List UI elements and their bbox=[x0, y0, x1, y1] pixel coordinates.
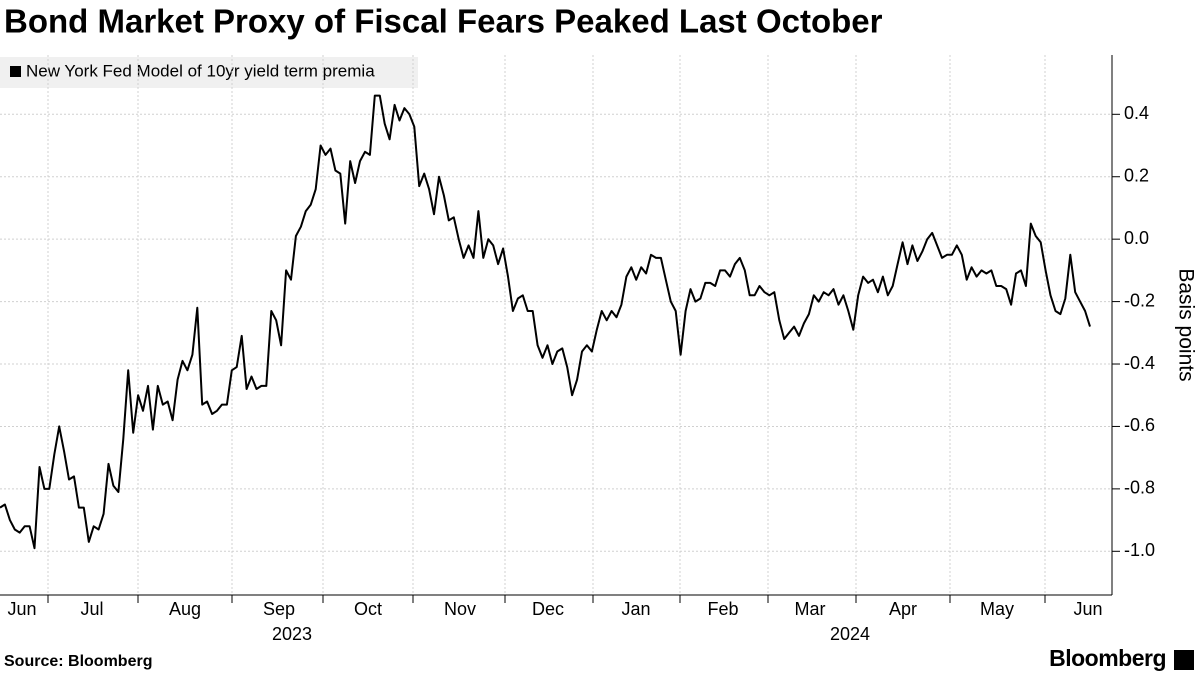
chart-title: Bond Market Proxy of Fiscal Fears Peaked… bbox=[4, 3, 883, 40]
y-tick-label: -1.0 bbox=[1124, 540, 1155, 560]
y-tick-label: 0.2 bbox=[1124, 165, 1149, 185]
line-series bbox=[0, 94, 1091, 550]
y-axis-title: Basis points bbox=[1174, 268, 1197, 381]
legend-label: New York Fed Model of 10yr yield term pr… bbox=[26, 61, 375, 80]
x-group-label: 2023 bbox=[272, 624, 312, 644]
y-tick-label: 0.4 bbox=[1124, 103, 1149, 123]
x-tick-label: Dec bbox=[532, 599, 564, 619]
y-tick-label: 0.0 bbox=[1124, 228, 1149, 248]
x-tick-label: Oct bbox=[354, 599, 382, 619]
x-tick-label: Jul bbox=[80, 599, 103, 619]
x-tick-label: May bbox=[980, 599, 1014, 619]
x-tick-label: Jun bbox=[7, 599, 36, 619]
x-tick-label: Feb bbox=[707, 599, 738, 619]
x-tick-label: Aug bbox=[169, 599, 201, 619]
legend-box bbox=[0, 57, 418, 88]
x-tick-label: Jun bbox=[1073, 599, 1102, 619]
x-tick-label: Jan bbox=[621, 599, 650, 619]
x-tick-label: Apr bbox=[889, 599, 917, 619]
x-tick-label: Mar bbox=[795, 599, 826, 619]
y-tick-label: -0.8 bbox=[1124, 478, 1155, 498]
y-tick-label: -0.4 bbox=[1124, 353, 1155, 373]
y-tick-label: -0.2 bbox=[1124, 290, 1155, 310]
source: Source: Bloomberg bbox=[4, 653, 152, 670]
brand-icon bbox=[1174, 650, 1194, 670]
brand: Bloomberg bbox=[1049, 645, 1166, 671]
legend-swatch bbox=[10, 66, 21, 77]
y-tick-label: -0.6 bbox=[1124, 415, 1155, 435]
x-tick-label: Sep bbox=[263, 599, 295, 619]
x-group-label: 2024 bbox=[830, 624, 870, 644]
x-tick-label: Nov bbox=[444, 599, 476, 619]
